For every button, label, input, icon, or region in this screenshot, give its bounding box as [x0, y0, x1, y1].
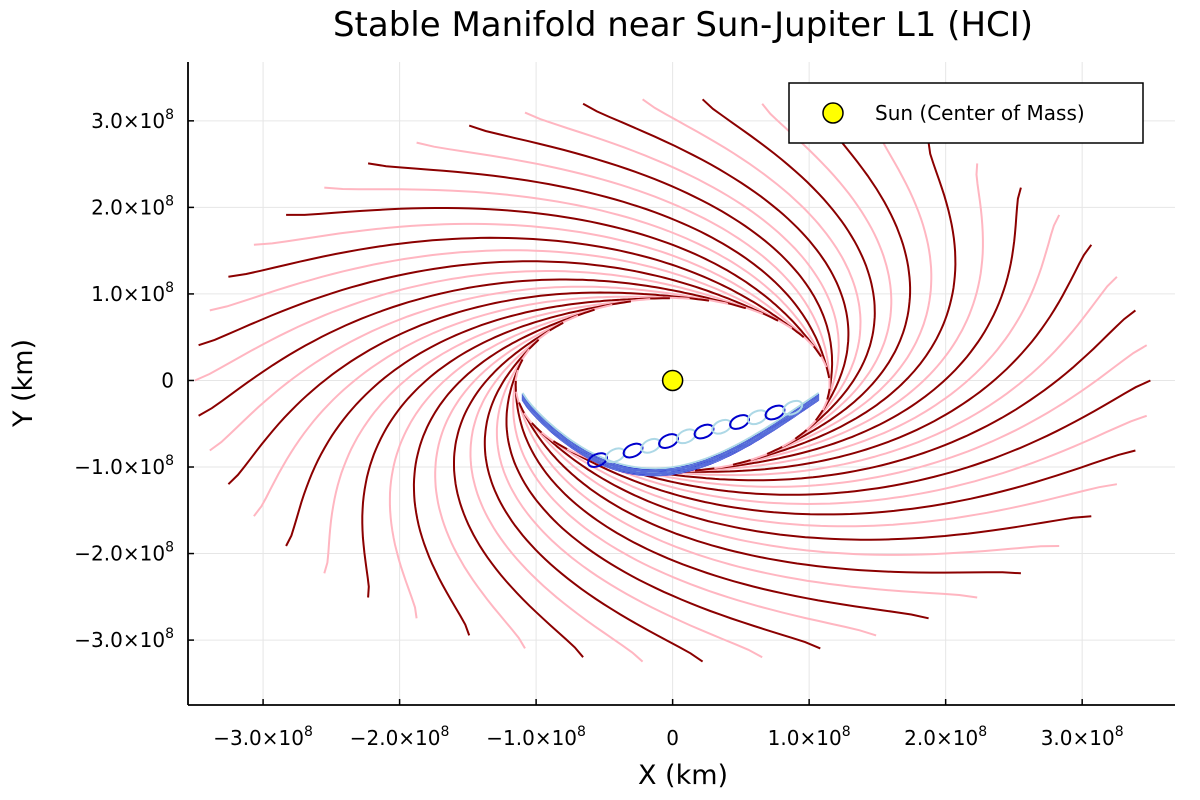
x-tick-label-1: −2.0×108 — [350, 724, 450, 750]
trajectory-13 — [642, 98, 862, 431]
trajectory-43 — [515, 391, 978, 599]
y-tick-label-5: 2.0×108 — [91, 193, 174, 219]
capture-arc-12 — [521, 392, 820, 471]
trajectory-37 — [469, 329, 644, 663]
trajectory-34 — [412, 308, 595, 636]
trajectory-21 — [253, 222, 815, 348]
legend-marker — [822, 102, 844, 124]
trajectory-11 — [761, 103, 893, 448]
trajectory-7 — [714, 163, 984, 470]
trajectory-48 — [552, 440, 1136, 516]
legend-label: Sun (Center of Mass) — [875, 101, 1085, 125]
trajectory-19 — [324, 186, 828, 368]
trajectory-28 — [227, 291, 710, 485]
y-axis-label: Y (km) — [8, 339, 39, 428]
trajectory-15 — [524, 111, 840, 411]
trajectory-25 — [194, 270, 764, 382]
manifold-trajectories — [194, 98, 1151, 663]
trajectory-39 — [495, 348, 763, 659]
trajectory-2 — [617, 309, 1137, 482]
y-tick-label-3: 0 — [161, 368, 174, 392]
legend: Sun (Center of Mass) — [788, 82, 1144, 144]
trajectory-41 — [512, 369, 877, 637]
x-tick-label-0: −3.0×108 — [213, 724, 313, 750]
y-tick-label-6: 3.0×108 — [91, 107, 174, 133]
legend-box — [788, 82, 1144, 144]
trajectory-5 — [675, 214, 1061, 473]
trajectory-46 — [531, 422, 1092, 541]
trajectory-14 — [582, 102, 850, 421]
trajectory-40 — [505, 359, 821, 650]
trajectory-29 — [253, 295, 690, 517]
capture-arc-3 — [521, 397, 820, 475]
trajectory-3 — [636, 276, 1118, 477]
trajectory-12 — [701, 98, 876, 440]
trajectory-45 — [523, 412, 1060, 556]
axes — [187, 62, 1175, 706]
trajectory-4 — [655, 244, 1093, 473]
trajectory-6 — [694, 187, 1022, 472]
trajectory-44 — [518, 402, 1021, 575]
trajectory-16 — [468, 124, 834, 400]
x-ticks: −3.0×108 −2.0×108 −1.0×108 0 1.0×108 2.0×108 3… — [213, 699, 1124, 750]
capture-band — [521, 392, 820, 477]
trajectory-38 — [483, 338, 704, 663]
x-tick-label-6: 3.0×108 — [1041, 724, 1124, 750]
x-tick-label-5: 2.0×108 — [904, 724, 987, 750]
trajectory-24 — [198, 260, 779, 347]
trajectory-17 — [416, 141, 831, 389]
y-tick-label-1: −2.0×108 — [74, 540, 174, 566]
x-axis-label: X (km) — [638, 760, 728, 791]
trajectory-10 — [766, 112, 912, 455]
sun-point — [661, 369, 684, 392]
sun-marker — [661, 369, 684, 392]
trajectory-8 — [732, 142, 957, 466]
y-tick-label-2: −1.0×108 — [74, 453, 174, 479]
y-ticks: −3.0×108 −2.0×108 −1.0×108 0 1.0×108 2.0×108 3… — [74, 107, 194, 652]
capture-arc-13 — [521, 392, 820, 470]
trajectory-30 — [285, 297, 670, 547]
trajectory-18 — [367, 162, 831, 379]
trajectory-47 — [540, 431, 1118, 528]
trajectory-36 — [453, 321, 584, 658]
y-tick-label-4: 1.0×108 — [91, 280, 174, 306]
x-tick-label-2: −1.0×108 — [486, 724, 586, 750]
trajectory-26 — [198, 278, 747, 417]
capture-curl-11 — [782, 399, 804, 416]
trajectory-33 — [388, 303, 613, 619]
chart-title: Stable Manifold near Sun-Jupiter L1 (HCI… — [333, 5, 1033, 45]
trajectory-22 — [228, 236, 805, 338]
trajectory-27 — [209, 285, 729, 452]
trajectory-31 — [323, 298, 651, 574]
trajectory-20 — [286, 207, 822, 358]
x-tick-label-3: 0 — [666, 726, 679, 750]
trajectory-42 — [514, 380, 929, 620]
trajectory-35 — [434, 314, 579, 649]
trajectory-32 — [361, 300, 632, 598]
y-tick-label-0: −3.0×108 — [74, 626, 174, 652]
x-tick-label-4: 1.0×108 — [768, 724, 851, 750]
trajectory-23 — [209, 249, 793, 330]
trajectory-9 — [750, 125, 933, 461]
